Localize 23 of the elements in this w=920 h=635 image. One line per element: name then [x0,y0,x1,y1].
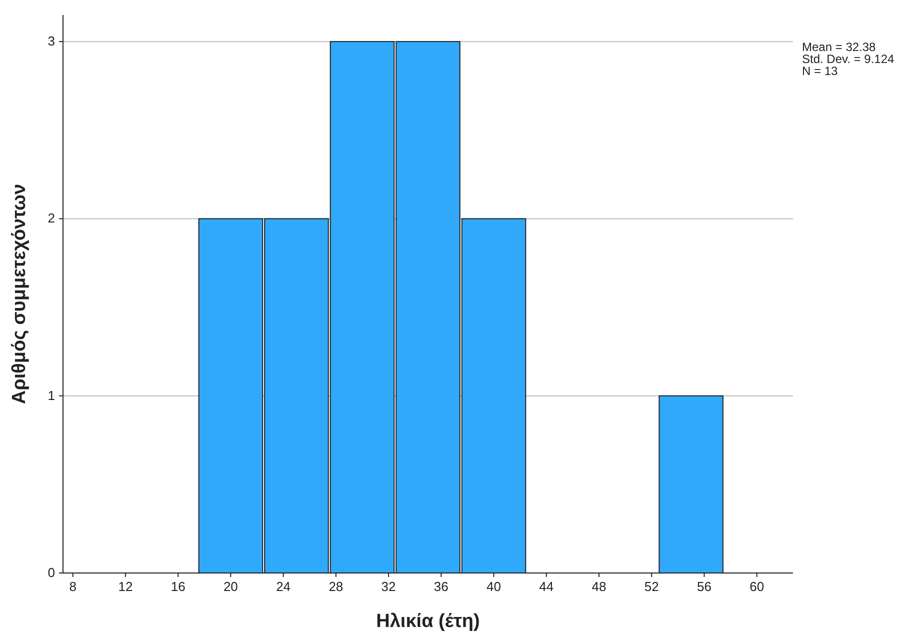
x-tick-label: 36 [434,579,448,594]
x-axis-title: Ηλικία (έτη) [376,611,480,632]
text: Std. Dev. = 9.124 [802,52,894,66]
y-tick-label: 3 [48,34,55,49]
x-tick-label: 8 [69,579,76,594]
x-tick-label: 44 [539,579,554,594]
x-tick-label: 28 [328,579,344,594]
y-tick-label: 0 [48,565,55,580]
y-axis-title: Αριθμός συμμετεχόντων [9,184,30,404]
x-tick-label: 24 [276,579,291,594]
x-tick-label: 12 [118,579,133,594]
x-tick-label: 16 [170,579,186,594]
x-tick-label: 52 [644,579,659,594]
text: N = 13 [802,64,838,78]
text: Mean = 32.38 [802,40,876,54]
x-tick-label: 48 [592,579,606,594]
y-tick-label: 1 [48,388,55,403]
x-tick-label: 60 [750,579,764,594]
y-tick-label: 2 [48,210,55,226]
x-tick-label: 20 [223,579,238,594]
x-tick-label: 32 [381,579,396,594]
x-tick-label: 40 [486,579,501,594]
x-tick-label: 56 [696,579,712,594]
